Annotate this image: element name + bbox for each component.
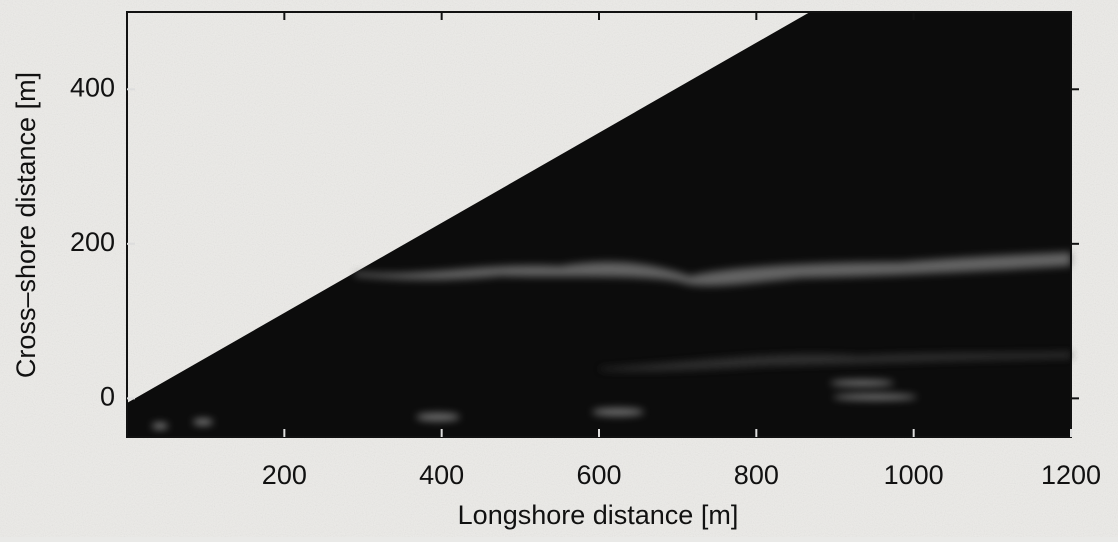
x-tick-label: 800 (734, 460, 779, 490)
x-tick-label: 1200 (1041, 460, 1101, 490)
x-tick-label: 1000 (884, 460, 944, 490)
x-tick-label: 200 (262, 460, 307, 490)
x-axis-label: Longshore distance [m] (458, 500, 739, 530)
y-axis-label: Cross–shore distance [m] (11, 72, 41, 378)
image-dark-region (127, 12, 1071, 437)
y-tick-label: 0 (100, 381, 115, 411)
y-tick-label: 200 (70, 227, 115, 257)
y-tick-label: 400 (70, 72, 115, 102)
x-tick-label: 600 (576, 460, 621, 490)
image-bright-bands (152, 252, 1071, 429)
x-tick-label: 400 (419, 460, 464, 490)
radar-image (127, 12, 1071, 437)
